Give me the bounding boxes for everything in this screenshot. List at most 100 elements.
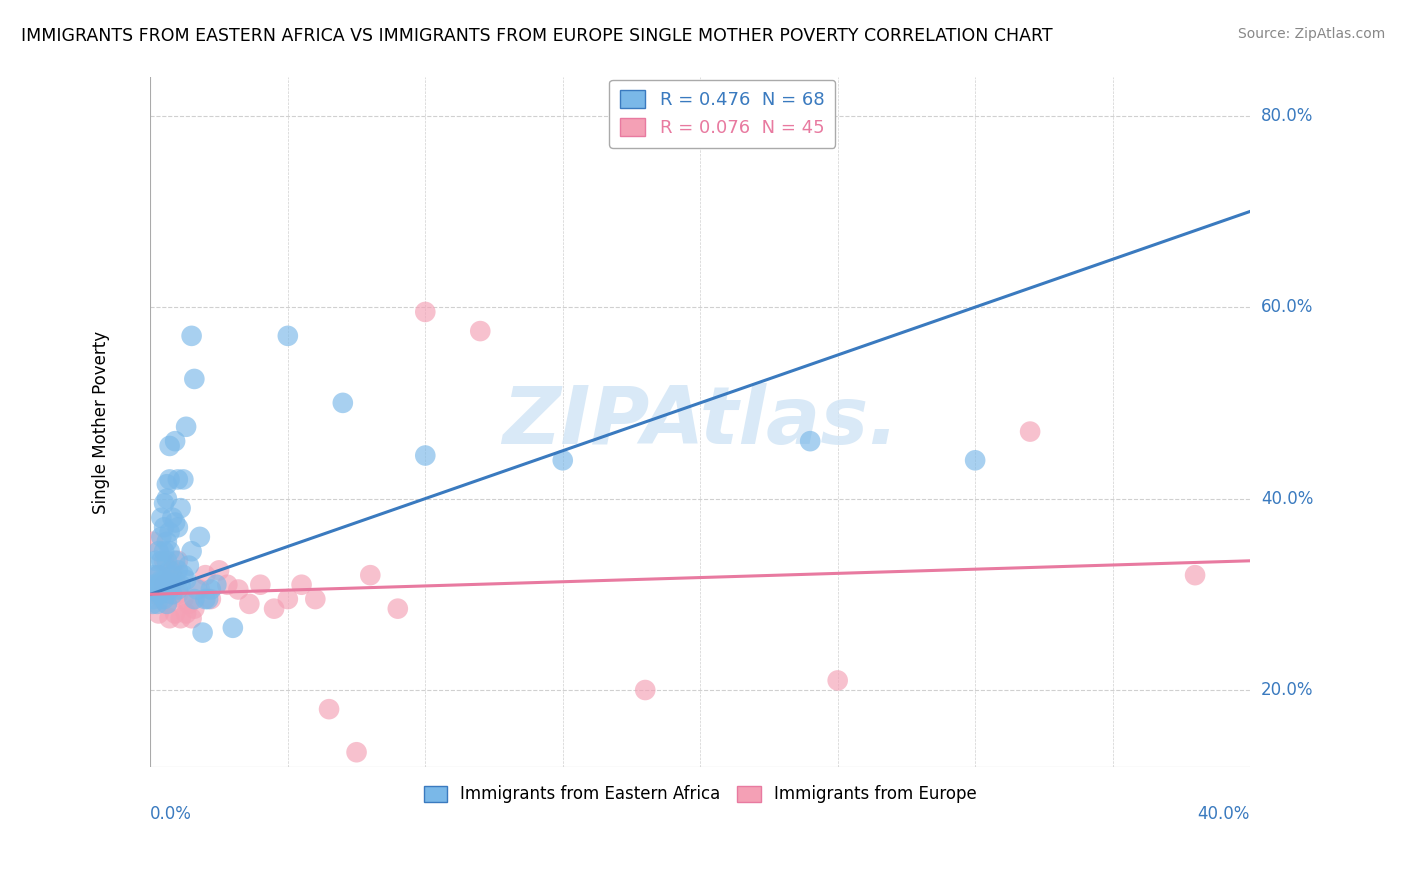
Point (148, 578, 170, 592)
Point (159, 563, 181, 577)
Point (194, 568, 217, 582)
Point (159, 582, 181, 597)
Point (156, 597, 179, 611)
Text: Source: ZipAtlas.com: Source: ZipAtlas.com (1237, 27, 1385, 41)
Point (169, 578, 191, 592)
Point (188, 530, 211, 544)
Point (166, 587, 188, 601)
Point (413, 305, 436, 319)
Point (200, 592, 222, 607)
Point (162, 510, 184, 524)
Text: 60.0%: 60.0% (1261, 298, 1313, 316)
Point (332, 396, 354, 410)
Point (174, 607, 197, 621)
Point (148, 568, 170, 582)
Point (174, 419, 197, 434)
Point (191, 625, 214, 640)
Point (183, 372, 205, 386)
Point (169, 611, 191, 625)
Point (166, 582, 188, 597)
Point (222, 621, 245, 635)
Point (470, 324, 492, 338)
Point (159, 611, 181, 625)
Point (142, 597, 165, 611)
Point (172, 472, 194, 486)
Point (150, 510, 173, 524)
Point (162, 568, 184, 582)
Point (150, 530, 173, 544)
Point (156, 554, 179, 568)
Point (153, 554, 176, 568)
Point (142, 534, 165, 549)
Point (205, 578, 228, 592)
Point (165, 573, 187, 587)
Text: 80.0%: 80.0% (1261, 107, 1313, 125)
Point (799, 434, 821, 449)
Point (148, 544, 170, 558)
Point (177, 597, 200, 611)
Point (318, 702, 340, 716)
Text: IMMIGRANTS FROM EASTERN AFRICA VS IMMIGRANTS FROM EUROPE SINGLE MOTHER POVERTY C: IMMIGRANTS FROM EASTERN AFRICA VS IMMIGR… (21, 27, 1053, 45)
Point (148, 607, 170, 621)
Point (208, 563, 231, 577)
Point (346, 745, 368, 759)
Point (217, 578, 239, 592)
Point (141, 582, 163, 597)
Point (153, 520, 176, 534)
Point (166, 472, 188, 486)
Point (169, 501, 191, 516)
Point (965, 453, 987, 467)
Point (228, 582, 250, 597)
Point (249, 578, 271, 592)
Text: 40.0%: 40.0% (1198, 805, 1250, 823)
Point (145, 587, 167, 601)
Point (165, 554, 187, 568)
Point (304, 592, 326, 607)
Point (159, 472, 181, 486)
Point (142, 578, 165, 592)
Point (142, 592, 165, 607)
Point (172, 568, 194, 582)
Point (159, 544, 181, 558)
Legend: Immigrants from Eastern Africa, Immigrants from Europe: Immigrants from Eastern Africa, Immigran… (418, 779, 983, 810)
Point (413, 449, 436, 463)
Point (156, 491, 179, 506)
Point (177, 558, 200, 573)
Point (359, 568, 381, 582)
Point (277, 329, 299, 343)
Point (183, 601, 205, 615)
Point (150, 592, 173, 607)
Point (156, 477, 179, 491)
Point (188, 582, 211, 597)
Point (166, 520, 188, 534)
Point (145, 554, 167, 568)
Point (180, 611, 202, 625)
Point (159, 439, 181, 453)
Point (156, 597, 179, 611)
Point (145, 582, 167, 597)
Point (180, 544, 202, 558)
Point (165, 607, 187, 621)
Text: ZIPAtlas.: ZIPAtlas. (502, 383, 898, 461)
Point (551, 453, 574, 467)
Point (146, 597, 169, 611)
Point (634, 683, 657, 698)
Point (156, 573, 179, 587)
Point (143, 568, 166, 582)
Point (194, 592, 217, 607)
Text: 20.0%: 20.0% (1261, 681, 1313, 699)
Point (150, 573, 173, 587)
Point (153, 578, 176, 592)
Point (149, 587, 172, 601)
Point (165, 434, 187, 449)
Point (153, 573, 176, 587)
Point (290, 578, 312, 592)
Text: Single Mother Poverty: Single Mother Poverty (91, 330, 110, 514)
Point (156, 534, 179, 549)
Point (165, 516, 187, 530)
Point (153, 544, 176, 558)
Point (159, 525, 181, 540)
Point (150, 554, 173, 568)
Text: 40.0%: 40.0% (1261, 490, 1313, 508)
Point (153, 496, 176, 510)
